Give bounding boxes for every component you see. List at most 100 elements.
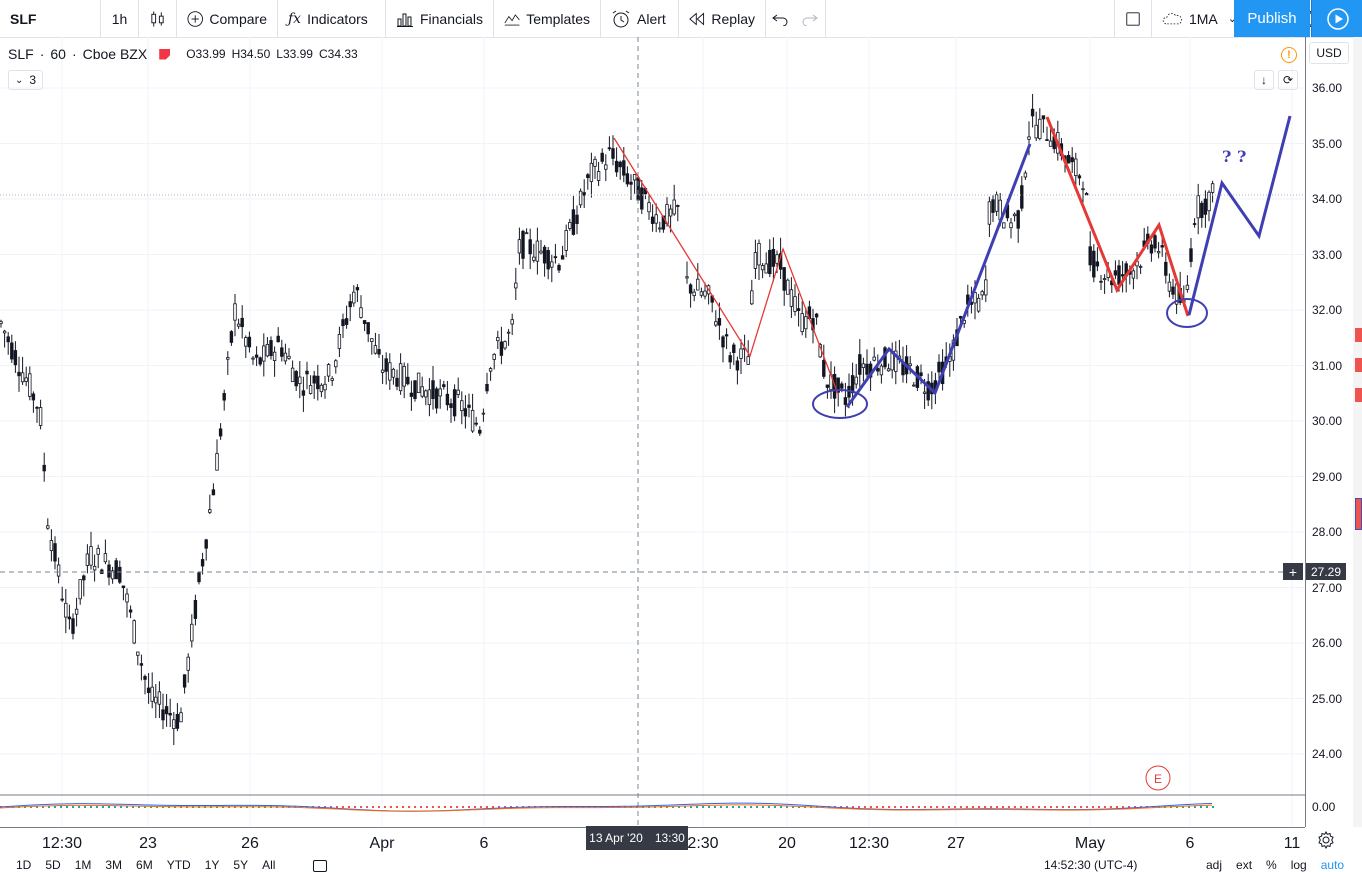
- legend-dot: ·: [39, 46, 45, 62]
- scale-option-button[interactable]: log: [1290, 858, 1307, 872]
- candle-body: [843, 397, 848, 405]
- candle-body: [786, 279, 790, 295]
- interval-button[interactable]: 1h: [101, 0, 139, 37]
- clock-label[interactable]: 14:52:30 (UTC-4): [1044, 858, 1138, 872]
- alarm-clock-icon: [612, 10, 630, 27]
- crosshair-date: 13 Apr '20: [589, 831, 643, 845]
- scale-option-button[interactable]: %: [1266, 858, 1277, 872]
- candle-body: [1171, 286, 1175, 295]
- macd-histogram-bar: [768, 806, 770, 808]
- candle-body: [0, 321, 3, 324]
- axis-settings-button[interactable]: [1316, 830, 1336, 850]
- candle-body: [413, 380, 417, 399]
- reset-button[interactable]: ⟳: [1278, 70, 1298, 90]
- candle-body: [879, 365, 884, 376]
- macd-histogram-bar: [1128, 806, 1130, 808]
- candle-body: [334, 360, 338, 368]
- scroll-down-button[interactable]: ↓: [1254, 70, 1274, 90]
- macd-histogram-bar: [972, 806, 974, 808]
- range-button[interactable]: 5D: [45, 858, 61, 872]
- macd-histogram-bar: [864, 806, 866, 808]
- range-button[interactable]: 1D: [16, 858, 32, 872]
- candle-body: [287, 355, 291, 359]
- candle-body: [703, 290, 707, 297]
- candle-body: [10, 342, 14, 360]
- compare-button[interactable]: Compare: [177, 0, 278, 37]
- studies-count: 3: [29, 73, 37, 87]
- chart-type-button[interactable]: [139, 0, 177, 37]
- publish-button[interactable]: Publish: [1234, 0, 1310, 37]
- blue-trendline-1: [845, 143, 1032, 408]
- candle-body: [136, 651, 140, 656]
- studies-toggle[interactable]: ⌄ 3: [8, 70, 44, 90]
- candle-body: [618, 161, 622, 168]
- range-button[interactable]: 3M: [105, 858, 123, 872]
- legend-symbol[interactable]: SLF: [8, 46, 34, 62]
- candle-body: [1041, 115, 1046, 120]
- undo-button[interactable]: [766, 0, 796, 37]
- candle-body: [377, 349, 381, 355]
- currency-button[interactable]: USD: [1309, 42, 1349, 64]
- range-button[interactable]: YTD: [166, 858, 191, 872]
- price-tick-label: 26.00: [1312, 636, 1343, 650]
- range-button[interactable]: All: [262, 858, 276, 872]
- candle-body: [937, 361, 941, 373]
- calendar-icon[interactable]: [313, 860, 327, 872]
- macd-histogram-bar: [324, 806, 326, 808]
- range-button[interactable]: 1M: [74, 858, 92, 872]
- alert-button[interactable]: Alert: [601, 0, 679, 37]
- price-axis[interactable]: [1305, 37, 1354, 827]
- scale-option-button[interactable]: adj: [1206, 858, 1223, 872]
- candle-body: [481, 412, 486, 415]
- candle-body: [593, 158, 597, 167]
- time-tick-label: 20: [778, 835, 796, 852]
- macd-histogram-bar: [888, 806, 890, 808]
- indicators-label: Indicators: [307, 10, 368, 27]
- range-button[interactable]: 5Y: [233, 858, 249, 872]
- scrollbar-marker: [1355, 358, 1362, 372]
- fullscreen-layout-button[interactable]: [1114, 0, 1152, 37]
- scale-option-button[interactable]: auto: [1320, 858, 1345, 872]
- candle-body: [668, 208, 673, 217]
- replay-button[interactable]: Replay: [679, 0, 766, 37]
- candle-body: [121, 585, 126, 589]
- candle-body: [564, 230, 568, 251]
- candle-body: [1160, 245, 1164, 248]
- price-chart[interactable]: ? ? E: [0, 37, 1305, 827]
- macd-zero-label: 0.00: [1312, 800, 1336, 814]
- templates-button[interactable]: Templates: [494, 0, 601, 37]
- candle-body: [344, 318, 349, 325]
- vertical-scrollbar[interactable]: [1353, 37, 1362, 827]
- redo-button[interactable]: [796, 0, 826, 37]
- candle-body: [352, 291, 356, 304]
- range-button[interactable]: 6M: [136, 858, 153, 872]
- macd-histogram-bar: [852, 806, 854, 808]
- play-circle-icon: [1326, 7, 1349, 30]
- support-ellipse-1: [812, 389, 868, 419]
- candle-body: [503, 341, 507, 349]
- candle-body: [919, 372, 923, 377]
- macd-histogram-bar: [96, 806, 98, 808]
- candle-body: [384, 358, 388, 372]
- candle-body: [984, 279, 988, 296]
- range-button[interactable]: 1Y: [204, 858, 220, 872]
- bottom-toolbar: 1D 5D 1M 3M 6M YTD 1Y 5Y All 14:52:30 (UTC-4) ad…: [0, 858, 1362, 872]
- warning-icon[interactable]: !: [1281, 47, 1297, 63]
- candle-body: [380, 369, 385, 373]
- macd-histogram-bar: [1026, 806, 1028, 808]
- candle-body: [74, 608, 79, 615]
- macd-histogram-bar: [42, 806, 44, 808]
- indicators-button[interactable]: ƒx Indicators: [278, 0, 386, 37]
- macd-histogram-bar: [78, 806, 80, 808]
- candle-body: [514, 282, 518, 289]
- candle-body: [1131, 270, 1136, 279]
- legend-dot: ·: [71, 46, 77, 62]
- play-button[interactable]: [1311, 0, 1362, 37]
- macd-histogram-bar: [1050, 806, 1052, 808]
- symbol-search-button[interactable]: SLF: [0, 0, 101, 37]
- candle-body: [596, 171, 601, 181]
- financials-button[interactable]: Financials: [386, 0, 494, 37]
- scale-option-button[interactable]: ext: [1236, 858, 1253, 872]
- candle-body: [958, 316, 963, 319]
- crosshair-plus-button[interactable]: +: [1283, 563, 1303, 580]
